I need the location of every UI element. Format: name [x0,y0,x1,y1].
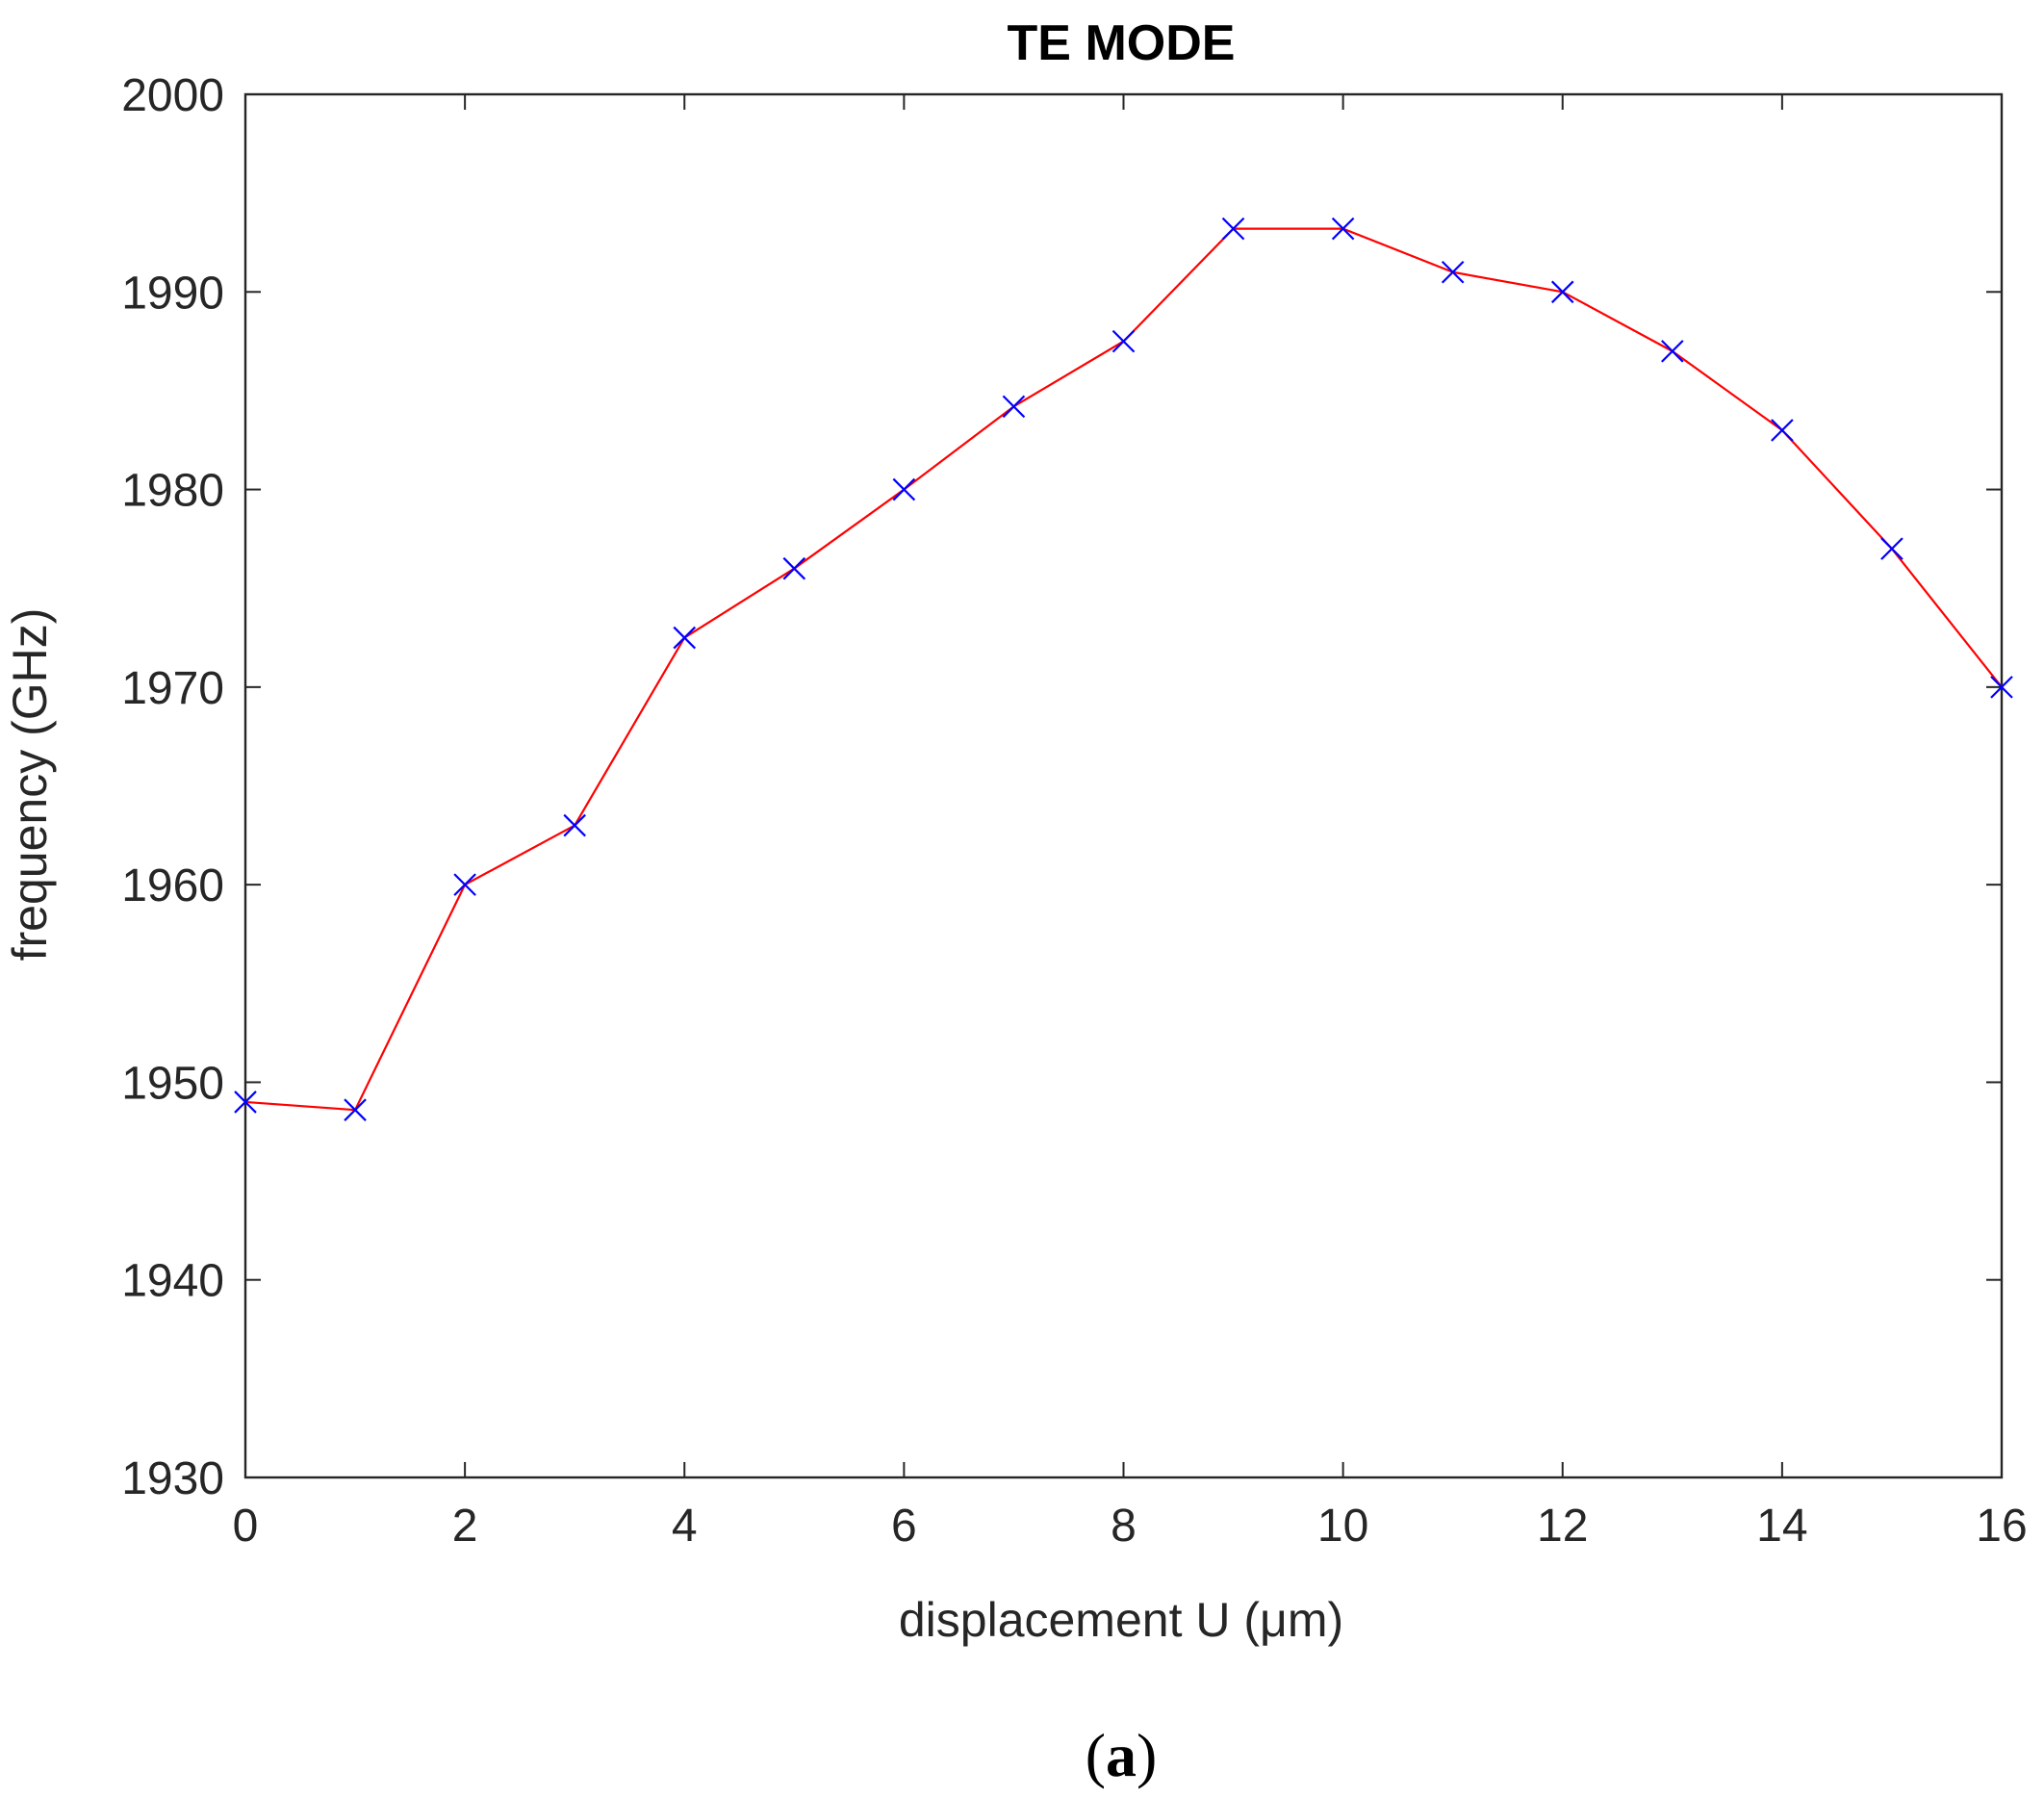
data-point-marker [453,873,476,896]
marker-stroke [1002,395,1026,419]
data-point-marker [1990,676,2013,699]
axes-box [243,92,2004,1479]
marker-stroke [1331,217,1355,241]
y-tick-label: 1940 [121,1256,224,1307]
x-tick-label: 10 [1317,1501,1368,1552]
marker-stroke [782,556,806,580]
data-series [234,217,2013,1121]
x-tick-label: 16 [1976,1501,2027,1552]
data-point-marker [1111,329,1136,353]
data-point-marker [1002,395,1026,419]
y-tick-label: 2000 [121,70,224,121]
x-tick-label: 12 [1537,1501,1588,1552]
marker-stroke [453,873,476,896]
marker-stroke [1111,329,1136,353]
data-point-marker [1441,260,1465,284]
y-tick-label: 1990 [121,268,224,319]
y-axis-label: frequency (GHz) [3,608,57,962]
axis-ticks: 0 2 4 6 8 10 12 14 16 1930 1940 1950 1960 1970 1980 199… [121,70,2027,1552]
x-axis-label: displacement U (μm) [899,1593,1343,1647]
marker-stroke [563,813,586,837]
marker-stroke [234,1091,257,1114]
panel-label-letter: a [1106,1721,1137,1789]
data-point-marker [1880,537,1903,560]
y-tick-label: 1930 [121,1453,224,1504]
data-point-marker [1331,217,1355,241]
y-tick-label: 1970 [121,663,224,714]
y-tick-label: 1980 [121,466,224,517]
marker-stroke [892,477,916,501]
panel-label: (a) [1086,1721,1158,1789]
data-point-marker [234,1091,257,1114]
data-point-marker [673,626,697,650]
marker-stroke [344,1098,367,1121]
x-tick-label: 8 [1111,1501,1137,1552]
data-point-marker [1221,217,1245,241]
marker-stroke [1441,260,1465,284]
data-point-marker [1550,280,1574,304]
marker-stroke [1990,676,2013,699]
x-tick-label: 6 [891,1501,917,1552]
data-point-marker [563,813,586,837]
chart-title: TE MODE [1008,15,1236,71]
data-point-marker [782,556,806,580]
data-point-marker [344,1098,367,1121]
x-tick-label: 0 [233,1501,259,1552]
marker-stroke [1880,537,1903,560]
marker-stroke [673,626,697,650]
y-tick-label: 1960 [121,860,224,911]
data-point-marker [1661,340,1684,363]
data-point-marker [1771,419,1794,442]
x-tick-label: 14 [1756,1501,1807,1552]
marker-stroke [1771,419,1794,442]
panel-label-open: ( [1086,1721,1106,1789]
marker-stroke [1550,280,1574,304]
panel-label-close: ) [1137,1721,1157,1789]
marker-stroke [1661,340,1684,363]
x-tick-label: 2 [452,1501,478,1552]
x-tick-label: 4 [672,1501,698,1552]
marker-stroke [1221,217,1245,241]
y-tick-label: 1950 [121,1058,224,1109]
data-point-marker [892,477,916,501]
